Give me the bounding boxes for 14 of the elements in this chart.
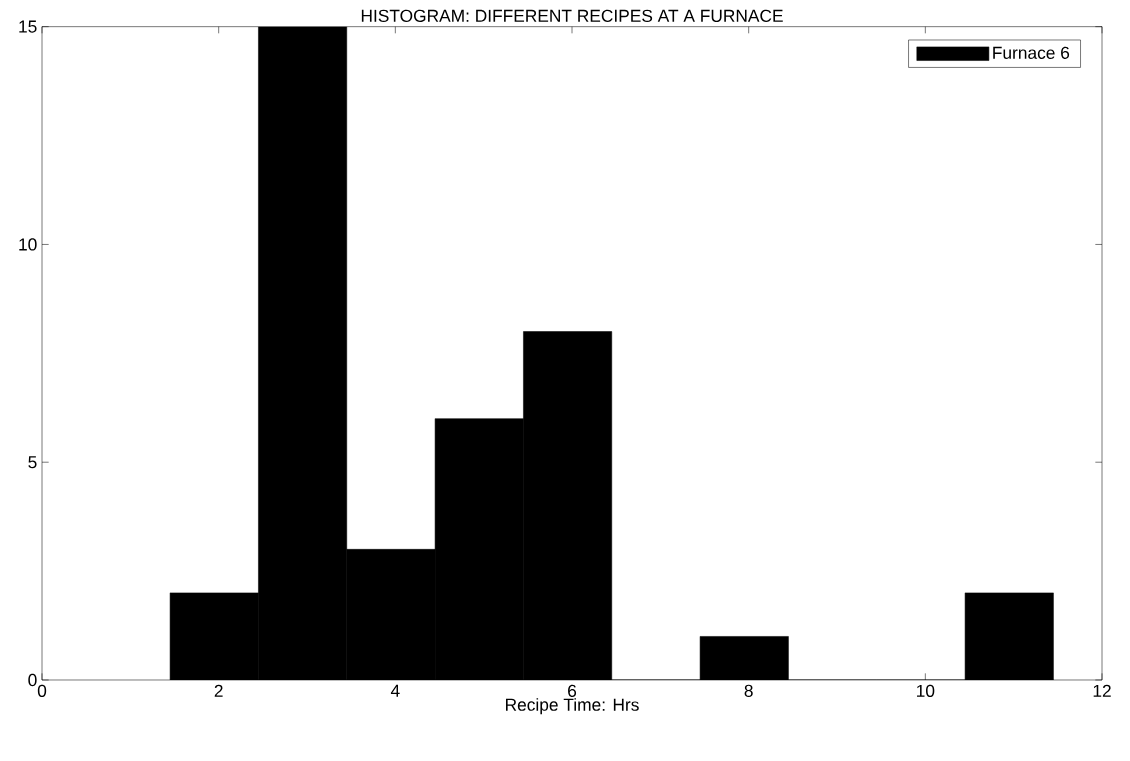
y-tick-label: 10 xyxy=(19,238,37,251)
legend-label: Furnace 6 xyxy=(993,46,1070,59)
x-tick-label: 0 xyxy=(37,684,47,697)
chart-title: HISTOGRAM: DIFFERENT RECIPES AT A FURNACE xyxy=(361,9,783,22)
y-tick-label: 0 xyxy=(28,673,37,686)
y-tick-label: 5 xyxy=(28,456,37,469)
y-tick-label: 15 xyxy=(19,20,37,33)
x-axis-title: Recipe Time: Hrs xyxy=(506,697,639,715)
x-tick-label: 10 xyxy=(917,684,935,697)
x-tick-label: 2 xyxy=(214,684,223,697)
x-tick-label: 6 xyxy=(568,684,577,697)
x-tick-label: 12 xyxy=(1093,684,1111,697)
x-tick-label: 4 xyxy=(390,684,400,697)
x-tick-label: 8 xyxy=(744,684,753,697)
